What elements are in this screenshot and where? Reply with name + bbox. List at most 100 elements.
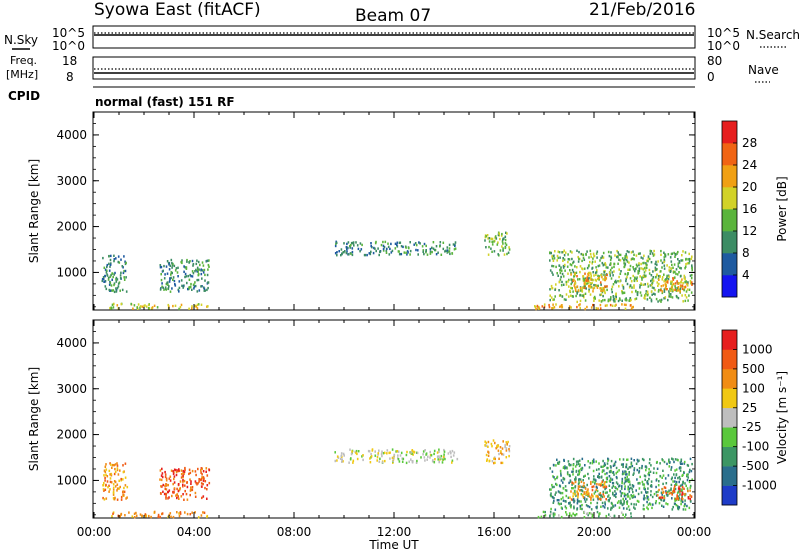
data-cell — [165, 288, 167, 291]
data-cell — [630, 463, 633, 466]
data-cell — [672, 480, 674, 483]
data-cell — [574, 493, 576, 496]
data-cell — [587, 494, 590, 497]
data-cell — [161, 475, 164, 479]
data-cell — [352, 459, 355, 462]
data-cell — [166, 260, 169, 263]
data-cell — [614, 280, 616, 284]
data-cell — [655, 494, 658, 497]
data-cell — [103, 489, 105, 492]
data-cell — [621, 303, 623, 306]
x-tick-label: 08:00 — [277, 525, 312, 539]
data-cell — [556, 458, 558, 461]
data-cell — [174, 304, 177, 307]
freq-left-tick-top: 18 — [62, 54, 77, 68]
data-cell — [680, 500, 682, 503]
data-cell — [609, 258, 612, 262]
data-cell — [395, 450, 397, 453]
data-cell — [575, 294, 577, 298]
data-cell — [658, 488, 660, 492]
data-cell — [139, 513, 142, 516]
data-cell — [690, 291, 693, 294]
data-cell — [107, 486, 109, 489]
data-cell — [193, 285, 196, 288]
data-cell — [603, 486, 606, 489]
data-cell — [114, 271, 116, 275]
freq-left-tick-bottom: 8 — [66, 70, 74, 84]
data-cell — [570, 278, 572, 281]
data-cell — [551, 257, 554, 260]
data-cell — [508, 445, 511, 448]
data-cell — [391, 448, 394, 451]
data-cell — [423, 252, 425, 256]
data-cell — [689, 468, 691, 472]
data-cell — [621, 291, 624, 294]
data-cell — [631, 484, 634, 487]
data-cell — [647, 498, 650, 501]
data-cell — [561, 251, 563, 254]
data-cell — [647, 495, 649, 499]
data-cell — [617, 251, 619, 254]
data-cell — [667, 253, 670, 256]
data-cell — [621, 481, 623, 485]
data-cell — [190, 486, 192, 489]
data-cell — [487, 440, 490, 444]
data-cell — [689, 489, 691, 492]
data-cell — [147, 303, 150, 307]
data-cell — [583, 498, 586, 501]
data-cell — [560, 497, 563, 501]
data-cell — [638, 467, 641, 470]
data-cell — [647, 260, 649, 263]
data-cell — [677, 296, 680, 300]
data-cell — [671, 263, 673, 267]
data-cell — [184, 484, 186, 487]
data-cell — [618, 268, 620, 271]
data-cell — [628, 250, 630, 254]
mhz-label: [MHz] — [6, 68, 38, 81]
data-cell — [644, 294, 647, 297]
data-cell — [432, 459, 434, 462]
data-cell — [592, 485, 595, 488]
data-cell — [596, 489, 599, 493]
data-cell — [674, 255, 676, 258]
data-cell — [559, 271, 562, 275]
data-cell — [171, 264, 174, 267]
data-cell — [635, 462, 638, 465]
data-cell — [552, 259, 555, 262]
data-cell — [648, 502, 651, 505]
data-cell — [178, 488, 181, 491]
data-cell — [613, 462, 616, 465]
data-cell — [486, 459, 488, 462]
data-cell — [168, 477, 171, 480]
data-cell — [606, 304, 608, 307]
data-cell — [625, 277, 627, 281]
data-cell — [433, 452, 435, 456]
data-cell — [112, 488, 115, 491]
data-cell — [568, 502, 570, 505]
data-cell — [201, 467, 203, 470]
data-cell — [679, 461, 682, 464]
data-cell — [166, 272, 169, 275]
data-cell — [184, 511, 186, 514]
data-cell — [560, 266, 562, 269]
data-cell — [549, 467, 551, 470]
data-cell — [557, 462, 559, 465]
data-cell — [186, 512, 189, 516]
data-cell — [584, 284, 586, 288]
data-cell — [675, 272, 677, 276]
data-cell — [592, 278, 594, 282]
data-cell — [576, 290, 578, 294]
data-cell — [558, 460, 561, 464]
data-cell — [591, 260, 594, 263]
data-cell — [643, 261, 645, 265]
data-cell — [593, 296, 595, 300]
data-cell — [662, 474, 665, 477]
data-cell — [394, 247, 397, 250]
y-axis-label: Slant Range [km] — [27, 367, 41, 471]
data-cell — [680, 259, 682, 262]
data-cell — [577, 496, 579, 499]
data-cell — [507, 440, 509, 444]
data-cell — [437, 251, 439, 254]
data-cell — [680, 267, 682, 270]
data-cell — [173, 279, 176, 283]
